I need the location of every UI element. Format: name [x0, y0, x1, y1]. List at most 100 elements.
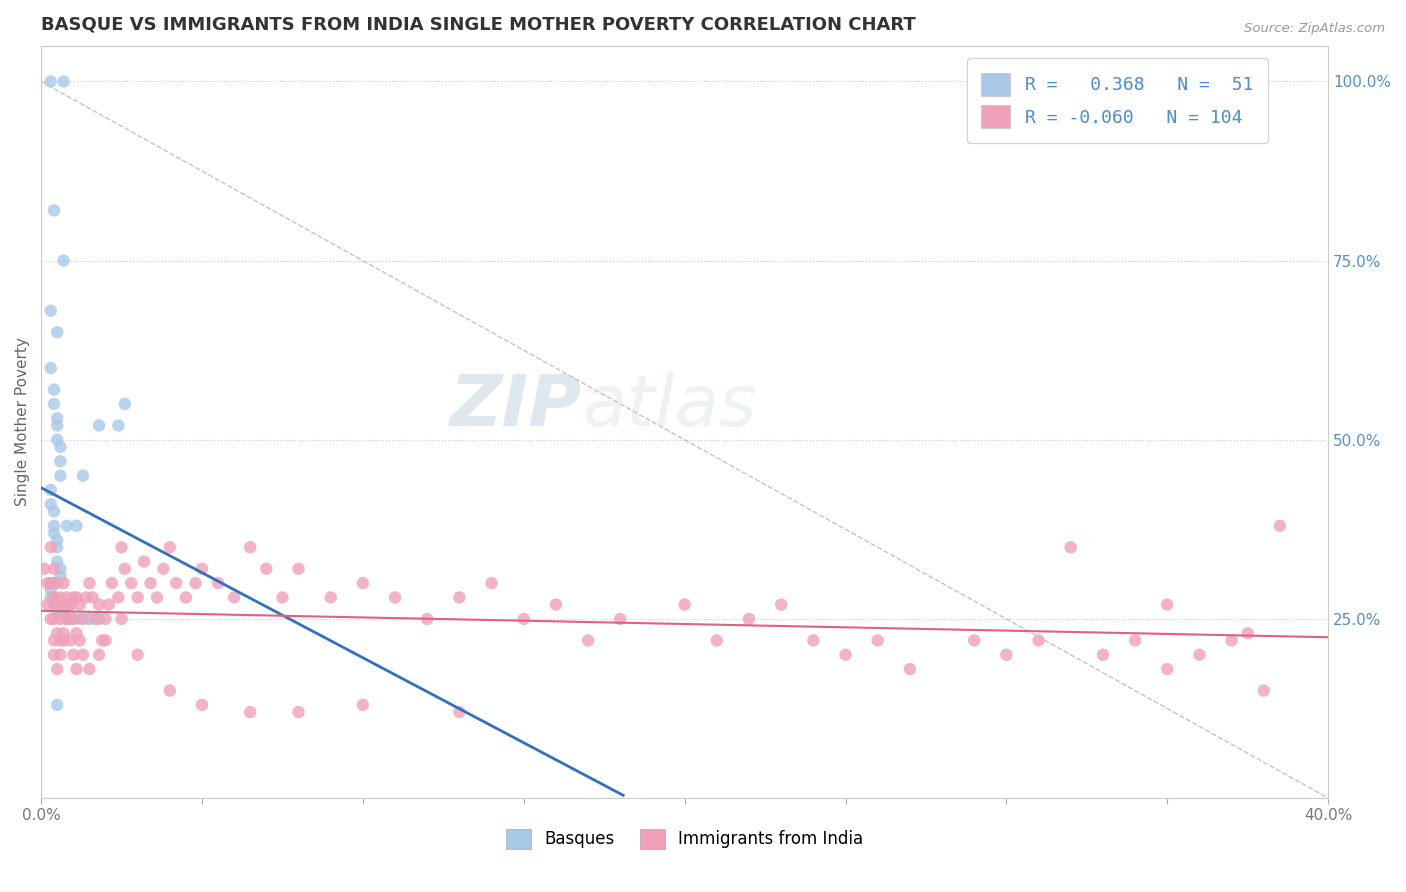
Point [79, 576, 101, 591]
Point [56, 612, 79, 626]
Point [46, 555, 69, 569]
Point [271, 591, 294, 605]
Point [39, 497, 62, 511]
Point [65, 591, 87, 605]
Point [49, 562, 72, 576]
Point [94, 612, 117, 626]
Point [132, 555, 155, 569]
Point [110, 612, 132, 626]
Point [39, 74, 62, 88]
Point [65, 626, 87, 640]
Point [37, 598, 59, 612]
Point [481, 576, 503, 591]
Point [56, 612, 79, 626]
Point [1253, 683, 1275, 698]
Point [49, 468, 72, 483]
Point [49, 440, 72, 454]
Point [59, 633, 82, 648]
Text: atlas: atlas [582, 372, 756, 442]
Point [46, 626, 69, 640]
Point [1156, 662, 1178, 676]
Point [94, 633, 117, 648]
Point [46, 418, 69, 433]
Point [706, 633, 728, 648]
Point [91, 633, 114, 648]
Point [42, 562, 65, 576]
Point [69, 598, 91, 612]
Point [52, 605, 75, 619]
Point [56, 518, 79, 533]
Point [42, 591, 65, 605]
Point [49, 612, 72, 626]
Point [39, 483, 62, 497]
Text: BASQUE VS IMMIGRANTS FROM INDIA SINGLE MOTHER POVERTY CORRELATION CHART: BASQUE VS IMMIGRANTS FROM INDIA SINGLE M… [41, 15, 915, 33]
Point [801, 633, 824, 648]
Point [1028, 633, 1050, 648]
Point [120, 576, 142, 591]
Point [79, 662, 101, 676]
Point [114, 397, 136, 411]
Point [239, 705, 262, 719]
Point [544, 598, 567, 612]
Point [159, 541, 181, 555]
Point [72, 612, 94, 626]
Point [39, 583, 62, 598]
Point [207, 576, 229, 591]
Point [963, 633, 986, 648]
Point [46, 541, 69, 555]
Point [42, 525, 65, 540]
Point [65, 518, 87, 533]
Point [513, 612, 536, 626]
Point [46, 662, 69, 676]
Point [110, 541, 132, 555]
Point [146, 591, 169, 605]
Point [127, 648, 149, 662]
Point [59, 598, 82, 612]
Point [1156, 598, 1178, 612]
Point [49, 648, 72, 662]
Point [52, 598, 75, 612]
Point [738, 612, 761, 626]
Point [42, 383, 65, 397]
Point [46, 433, 69, 447]
Point [46, 605, 69, 619]
Point [834, 648, 856, 662]
Point [352, 576, 374, 591]
Point [87, 612, 110, 626]
Point [576, 633, 599, 648]
Point [42, 591, 65, 605]
Point [42, 648, 65, 662]
Point [866, 633, 889, 648]
Point [39, 303, 62, 318]
Point [609, 612, 631, 626]
Point [56, 591, 79, 605]
Point [42, 598, 65, 612]
Point [224, 591, 246, 605]
Point [79, 612, 101, 626]
Point [56, 612, 79, 626]
Point [62, 612, 84, 626]
Point [72, 468, 94, 483]
Point [42, 504, 65, 518]
Point [46, 576, 69, 591]
Point [79, 612, 101, 626]
Point [165, 576, 187, 591]
Point [52, 576, 75, 591]
Point [114, 562, 136, 576]
Point [39, 612, 62, 626]
Point [1220, 633, 1243, 648]
Point [287, 705, 309, 719]
Point [152, 562, 174, 576]
Point [87, 598, 110, 612]
Point [52, 253, 75, 268]
Point [42, 591, 65, 605]
Point [87, 648, 110, 662]
Point [52, 605, 75, 619]
Point [39, 591, 62, 605]
Point [82, 591, 104, 605]
Point [770, 598, 793, 612]
Point [46, 598, 69, 612]
Point [65, 662, 87, 676]
Point [62, 612, 84, 626]
Point [52, 633, 75, 648]
